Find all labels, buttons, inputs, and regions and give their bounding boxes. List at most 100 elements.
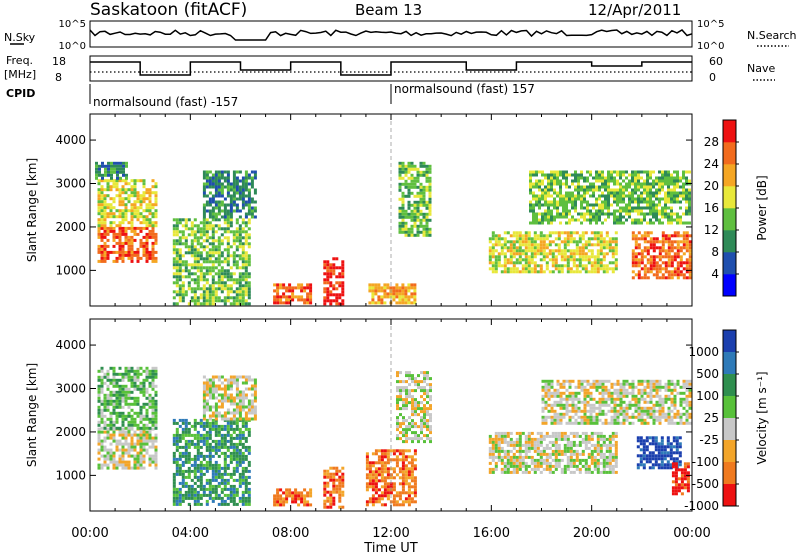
power-cell — [103, 209, 107, 213]
power-cell — [211, 185, 215, 189]
power-cell — [282, 295, 286, 299]
velocity-cell — [196, 469, 200, 473]
power-cell — [631, 182, 634, 186]
velocity-cell — [220, 417, 224, 421]
power-cell — [300, 295, 304, 299]
power-cell — [613, 194, 616, 198]
power-cell — [559, 212, 562, 216]
power-cell — [220, 191, 224, 195]
power-cell — [220, 278, 224, 282]
velocity-cell — [220, 424, 224, 428]
power-cell — [241, 296, 245, 300]
power-cell — [535, 197, 538, 201]
power-cell — [509, 261, 513, 265]
power-cell — [581, 231, 585, 235]
power-cell — [649, 261, 653, 265]
velocity-cell — [229, 442, 233, 446]
power-cell — [592, 191, 595, 195]
power-cell — [121, 256, 125, 260]
power-cell — [688, 264, 692, 268]
velocity-cell — [211, 393, 215, 397]
power-cell — [398, 286, 402, 290]
power-cell — [335, 302, 339, 306]
power-cell — [512, 249, 516, 253]
power-cell — [208, 197, 212, 201]
velocity-cell — [238, 393, 242, 397]
power-cell — [211, 260, 215, 264]
velocity-cell — [112, 433, 116, 437]
power-cell — [97, 191, 101, 195]
power-cell — [199, 275, 203, 279]
velocity-cell — [136, 396, 140, 400]
velocity-cell — [148, 433, 152, 437]
power-cell — [646, 197, 649, 201]
power-cell — [535, 203, 538, 207]
power-cell — [565, 179, 568, 183]
power-cell — [205, 257, 209, 261]
power-cell — [404, 230, 408, 234]
velocity-cell — [488, 437, 492, 441]
velocity-cell — [136, 451, 140, 455]
velocity-cell — [181, 484, 185, 488]
velocity-cell — [512, 470, 516, 474]
power-cell — [589, 212, 592, 216]
power-cell — [634, 240, 638, 244]
velocity-cell — [506, 431, 510, 435]
velocity-cell — [235, 466, 239, 470]
power-cell — [676, 276, 680, 280]
power-cell — [595, 179, 598, 183]
power-cell — [658, 179, 661, 183]
power-cell — [121, 215, 125, 219]
velocity-cell — [118, 372, 122, 376]
velocity-cell — [398, 497, 402, 501]
power-cell — [133, 253, 137, 257]
power-cell — [103, 256, 107, 260]
power-cell — [628, 191, 631, 195]
power-cell — [619, 221, 622, 225]
velocity-cell — [121, 399, 125, 403]
power-cell — [187, 263, 191, 267]
power-cell — [107, 167, 110, 171]
power-cell — [401, 164, 405, 168]
velocity-cell — [244, 393, 248, 397]
velocity-cell — [130, 448, 134, 452]
velocity-cell — [323, 490, 327, 494]
power-cell — [110, 176, 113, 180]
velocity-cell — [368, 461, 372, 465]
power-cell — [637, 197, 640, 201]
power-cell — [581, 264, 585, 268]
velocity-cell — [214, 396, 218, 400]
velocity-cell — [521, 443, 525, 447]
power-cell — [587, 240, 591, 244]
power-cell — [601, 170, 604, 174]
velocity-cell — [488, 455, 492, 459]
velocity-cell — [214, 460, 218, 464]
power-cell — [545, 252, 549, 256]
power-cell — [655, 197, 658, 201]
power-cell — [214, 272, 218, 276]
power-cell — [136, 212, 140, 216]
power-cell — [184, 239, 188, 243]
velocity-cell — [100, 442, 104, 446]
power-cell — [416, 206, 420, 210]
power-cell — [335, 275, 339, 279]
velocity-cell — [405, 437, 408, 441]
velocity-cell — [136, 366, 140, 370]
velocity-cell — [190, 490, 194, 494]
power-cell — [625, 212, 628, 216]
velocity-cell — [235, 448, 239, 452]
power-cell — [556, 173, 559, 177]
velocity-cell — [112, 384, 116, 388]
velocity-cell — [208, 387, 212, 391]
power-cell — [142, 182, 146, 186]
power-cell — [124, 241, 128, 245]
velocity-cell — [223, 454, 227, 458]
velocity-cell — [112, 439, 116, 443]
power-cell — [503, 231, 507, 235]
power-cell — [422, 218, 426, 222]
velocity-cell — [133, 430, 137, 434]
power-cell — [332, 284, 336, 288]
velocity-cell — [232, 378, 236, 382]
power-cell — [380, 301, 384, 305]
velocity-cell — [423, 413, 426, 417]
